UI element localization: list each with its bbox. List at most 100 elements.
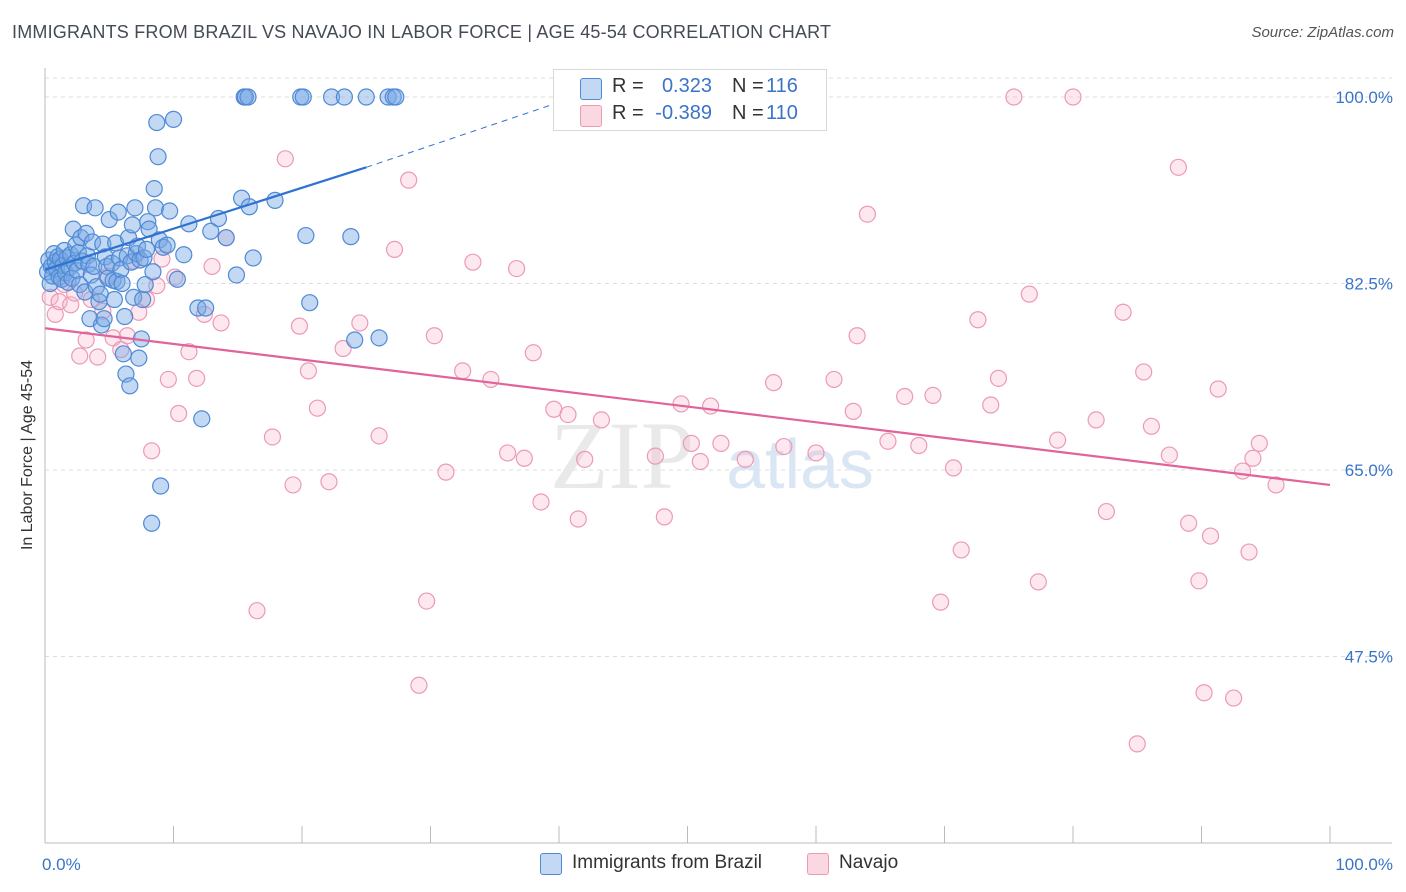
navajo-point	[764, 374, 783, 392]
brazil-point	[357, 88, 375, 106]
brazil-point	[146, 199, 165, 217]
brazil-point	[244, 249, 262, 267]
navajo-point	[77, 331, 95, 349]
navajo-point	[1128, 735, 1146, 753]
navajo-point	[1097, 502, 1116, 521]
navajo-point	[320, 473, 338, 491]
y-axis-label: In Labor Force | Age 45-54	[19, 359, 36, 551]
tick-labels: 47.5% 65.0% 82.5% 100.0% 0.0% 100.0%	[42, 88, 1393, 874]
n-label: N =	[732, 102, 764, 124]
brazil-point	[175, 246, 193, 264]
brazil-point	[217, 229, 235, 247]
navajo-point	[989, 369, 1008, 387]
brazil-point	[121, 377, 139, 395]
brazil-point	[113, 274, 131, 293]
stats-row-brazil: R = 0.323 N = 116	[554, 74, 826, 102]
stats-row-navajo: R = -0.389 N = 110	[554, 101, 826, 129]
navajo-point	[71, 347, 89, 365]
navajo-point	[46, 305, 64, 324]
brazil-point	[202, 222, 220, 240]
brazil-point	[134, 290, 152, 309]
navajo-point	[1114, 303, 1132, 321]
brazil-point	[116, 307, 134, 326]
navajo-trend-line	[44, 327, 1331, 487]
navajo-point	[400, 171, 418, 189]
brazil-point	[266, 191, 284, 209]
brazil-legend-swatch	[540, 853, 562, 875]
navajo-point	[1209, 380, 1227, 398]
brazil-point	[77, 224, 95, 243]
navajo-point	[410, 676, 428, 694]
navajo-point	[807, 444, 825, 462]
navajo-point	[982, 396, 1000, 414]
navajo-point	[1029, 573, 1047, 591]
navajo-point	[89, 348, 107, 366]
navajo-swatch	[580, 105, 602, 127]
navajo-point	[1244, 449, 1262, 467]
navajo-point	[736, 450, 754, 468]
r-value: 0.323	[661, 75, 712, 97]
brazil-point	[145, 180, 163, 198]
r-value: -0.389	[655, 102, 712, 124]
navajo-point	[195, 305, 213, 324]
navajo-point	[482, 370, 500, 389]
navajo-point	[248, 602, 266, 620]
brazil-point	[83, 233, 102, 251]
trend-lines	[44, 101, 1331, 487]
x-tick-label: 0.0%	[42, 855, 81, 874]
brazil-point	[158, 236, 176, 254]
navajo-point	[1160, 446, 1178, 464]
navajo-point	[159, 370, 177, 389]
brazil-point	[239, 88, 257, 106]
brazil-point	[136, 275, 154, 294]
legend-label-brazil: Immigrants from Brazil	[572, 852, 763, 873]
navajo-point	[1190, 572, 1208, 590]
brazil-point	[297, 226, 315, 245]
brazil-point	[152, 477, 170, 495]
n-label: N =	[732, 75, 764, 97]
navajo-point	[334, 339, 352, 358]
navajo-point	[944, 459, 963, 477]
brazil-point	[335, 88, 354, 106]
navajo-point	[910, 436, 928, 455]
brazil-point	[109, 203, 127, 221]
navajo-point	[702, 397, 720, 415]
brazil-point	[322, 88, 341, 106]
brazil-point	[143, 514, 161, 532]
navajo-points	[41, 88, 1285, 753]
brazil-point	[346, 331, 364, 349]
navajo-point	[180, 343, 198, 361]
navajo-point	[299, 362, 318, 380]
brazil-point	[161, 202, 179, 220]
navajo-point	[1169, 158, 1187, 176]
navajo-point	[559, 405, 577, 424]
y-tick-label: 47.5%	[1345, 648, 1393, 667]
watermark-atlas: atlas	[726, 425, 874, 503]
navajo-point	[212, 314, 230, 332]
navajo-point	[507, 259, 526, 278]
x-tick-label: 100.0%	[1335, 855, 1393, 874]
navajo-point	[188, 369, 206, 387]
grid-layer	[45, 77, 1392, 657]
navajo-point	[263, 428, 282, 446]
navajo-point	[437, 463, 455, 481]
brazil-point	[144, 263, 162, 281]
navajo-point	[385, 240, 404, 258]
navajo-point	[952, 541, 970, 559]
brazil-points	[38, 88, 405, 532]
navajo-point	[969, 311, 987, 329]
navajo-point	[276, 150, 294, 168]
navajo-point	[848, 327, 866, 345]
navajo-point	[655, 508, 673, 526]
navajo-point	[691, 452, 709, 471]
navajo-point	[418, 592, 436, 610]
navajo-point	[284, 476, 302, 494]
r-label: R =	[612, 75, 644, 97]
navajo-point	[308, 399, 327, 417]
navajo-point	[844, 402, 862, 420]
navajo-point	[454, 362, 472, 380]
n-value: 110	[766, 102, 798, 124]
navajo-point	[41, 288, 59, 306]
navajo-point	[1240, 543, 1258, 561]
